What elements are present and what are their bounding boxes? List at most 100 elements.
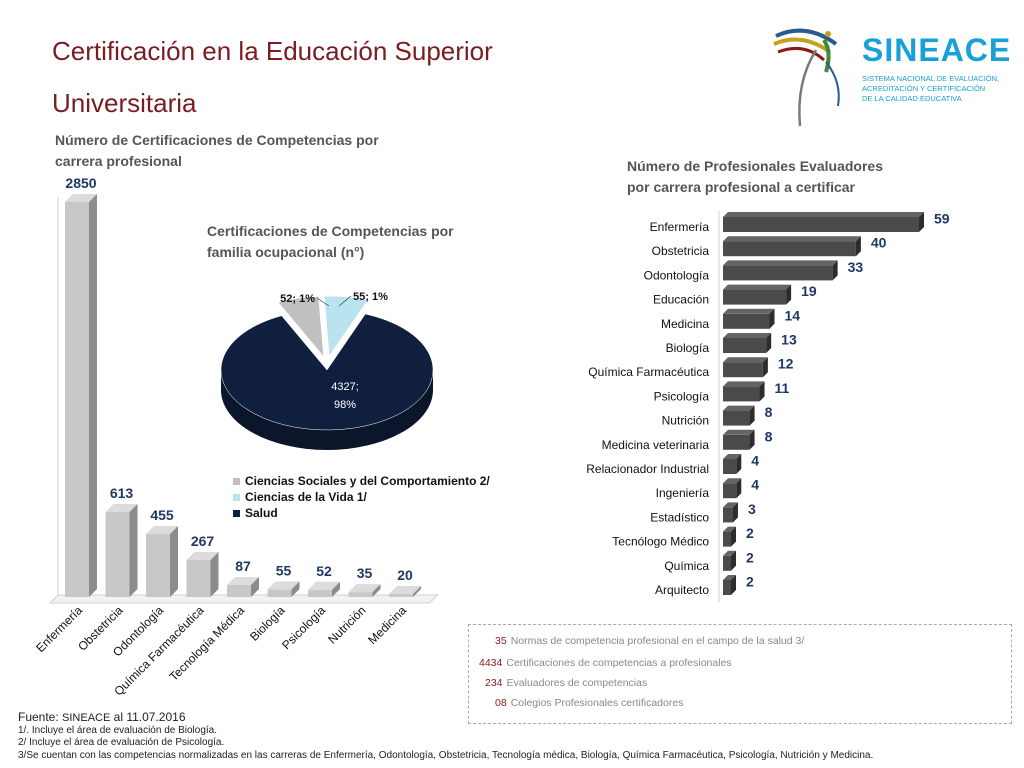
- chart2-pie-chart: 52; 1% 55; 1% 4327; 98%: [220, 291, 434, 450]
- bar-side: [736, 454, 742, 474]
- bar: [723, 580, 731, 595]
- category-label: Obstetricia: [652, 244, 710, 258]
- data-label: 40: [871, 235, 887, 251]
- category-label: Nutrición: [325, 603, 368, 646]
- bar-side: [855, 236, 861, 257]
- bar-side: [766, 333, 772, 353]
- pie-label: 52; 1%: [280, 293, 315, 305]
- data-label: 35: [357, 565, 373, 581]
- page-title-line2: Universitaria: [52, 88, 197, 118]
- bar-top: [723, 550, 736, 556]
- data-label: 267: [191, 533, 215, 549]
- data-label: 14: [785, 307, 801, 323]
- bar: [723, 507, 733, 523]
- bar: [723, 531, 731, 547]
- category-label: Psicología: [279, 603, 328, 652]
- bar-top: [723, 502, 738, 508]
- bar-top: [723, 575, 736, 580]
- sineace-logo-icon: [773, 28, 840, 127]
- bar-side: [413, 586, 421, 597]
- bar-side: [759, 381, 765, 402]
- bar-top: [723, 333, 772, 338]
- legend-swatch-icon: [233, 478, 240, 485]
- bar-top: [723, 405, 755, 411]
- bar-top: [723, 284, 792, 290]
- bar-top: [723, 429, 755, 435]
- legend-item: Salud: [233, 505, 490, 521]
- data-label: 613: [110, 485, 134, 501]
- bar-top: [723, 454, 742, 459]
- category-label: Relacionador Industrial: [586, 462, 709, 476]
- bar: [723, 241, 856, 257]
- bar-top: [105, 504, 138, 513]
- pie-slice-side: [221, 370, 433, 450]
- bar: [723, 483, 737, 499]
- legend-swatch-icon: [233, 494, 240, 501]
- bar-top: [723, 381, 765, 387]
- chart1-bar-chart: 2850Enfermería613Obstetricia455Odontolog…: [33, 175, 439, 698]
- bar-top: [348, 584, 381, 593]
- bar: [723, 459, 737, 474]
- footnote: 1/. Incluye el área de evaluación de Bio…: [18, 724, 218, 736]
- footnote: 2/ Incluye el área de evaluación de Psic…: [18, 737, 225, 748]
- bar-top: [389, 586, 421, 594]
- pie-slice: [220, 313, 434, 431]
- data-label: 33: [848, 259, 864, 275]
- chart2-title: Certificaciones de Competencias por fami…: [207, 223, 454, 260]
- bar-side: [769, 308, 775, 329]
- summary-item: 4434 Certificaciones de competencias a pr…: [479, 657, 732, 669]
- category-label: Química Farmacéutica: [588, 365, 709, 379]
- category-label: Ingeniería: [656, 486, 710, 500]
- bar-side: [251, 576, 259, 597]
- bar-top: [723, 236, 861, 242]
- bar-side: [731, 526, 736, 547]
- summary-box: 35 Normas de competencia profesional en e…: [468, 624, 1012, 724]
- bar: [723, 338, 767, 353]
- category-label: Tecnología Médica: [166, 603, 247, 684]
- legend-swatch-icon: [233, 510, 240, 517]
- data-label: 19: [801, 283, 817, 299]
- bar: [146, 533, 170, 597]
- category-label: Estadístico: [650, 510, 709, 524]
- data-label: 2850: [65, 175, 96, 191]
- pie-label: 98%: [334, 399, 356, 411]
- summary-item: 234 Evaluadores de competencias: [485, 677, 648, 689]
- category-label: Nutrición: [662, 414, 709, 428]
- data-label: 59: [934, 211, 950, 227]
- category-label: Arquitecto: [655, 583, 709, 597]
- category-label: Educación: [653, 293, 709, 307]
- category-label: Tecnólogo Médico: [612, 535, 709, 549]
- bar-top: [65, 194, 97, 202]
- bar: [723, 434, 750, 450]
- bar: [389, 594, 413, 597]
- summary-item: 08 Colegios Profesionales certificadores: [495, 697, 684, 709]
- bar-top: [723, 526, 736, 532]
- pie-label: 55; 1%: [353, 291, 388, 303]
- chart3-bar-chart: Enfermería 59 Obstetricia 40 Odontología 33 Ed…: [586, 211, 950, 603]
- bar-side: [129, 504, 138, 597]
- legend-item: Ciencias Sociales y del Comportamiento 2…: [233, 473, 490, 489]
- bar: [723, 289, 787, 305]
- bar-top: [186, 551, 219, 560]
- bar-top: [227, 576, 259, 585]
- bar-side: [89, 194, 97, 597]
- logo-name: SINEACE: [862, 32, 1012, 68]
- bar-side: [919, 212, 924, 232]
- category-label: Biología: [247, 603, 288, 644]
- bar-side: [731, 550, 736, 571]
- logo-subtitle: SISTEMA NACIONAL DE EVALUACIÓN, ACREDITA…: [862, 74, 1000, 103]
- page-title-line1: Certificación en la Educación Superior: [52, 36, 493, 66]
- pie-leader-line: [316, 297, 330, 307]
- bar: [723, 362, 763, 378]
- bar-top: [308, 581, 340, 590]
- data-label: 2: [746, 549, 754, 565]
- data-label: 13: [781, 332, 797, 348]
- category-label: Medicina: [365, 603, 409, 647]
- bar: [227, 584, 251, 597]
- data-label: 8: [765, 428, 773, 444]
- bar-side: [170, 525, 178, 597]
- data-label: 12: [778, 356, 794, 372]
- category-label: Química: [664, 559, 709, 573]
- bar-top: [146, 525, 178, 534]
- bar-side: [749, 405, 755, 426]
